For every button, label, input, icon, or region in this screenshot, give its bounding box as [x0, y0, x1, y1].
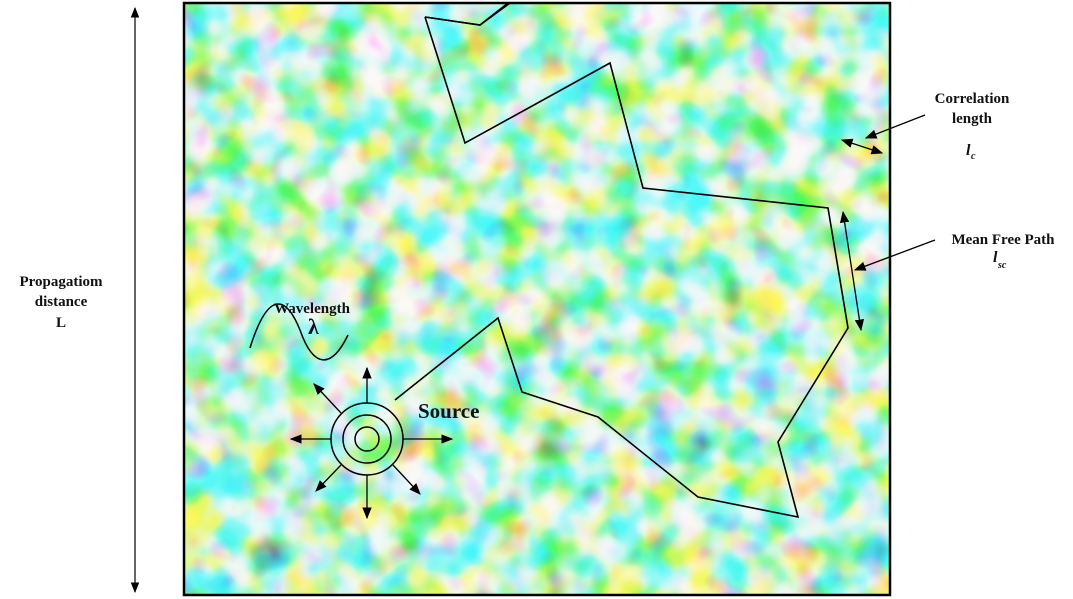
correlation-label-line1: Correlation [935, 91, 1010, 107]
correlation-symbol: l [966, 142, 971, 159]
source-label: Source [418, 399, 479, 423]
propagation-label-line3: L [56, 315, 66, 331]
lambda-symbol: λ [308, 314, 319, 339]
correlation-label-line2: length [952, 111, 993, 127]
scattering-path-top [424, 2, 509, 26]
field-border [182, 1, 892, 597]
random-medium-field [184, 3, 890, 595]
mean-free-path-symbol: l [993, 249, 998, 266]
correlation-pointer [864, 114, 926, 139]
wavelength-label: Wavelength [274, 301, 350, 317]
correlation-length-arrow [840, 138, 884, 155]
mean-free-path-subscript: sc [997, 260, 1007, 271]
correlation-subscript: c [971, 151, 976, 162]
scattering-path-main [394, 16, 849, 519]
wavelength-wave [249, 303, 349, 361]
mean-free-path-arrow [839, 210, 865, 332]
propagation-label-line2: distance [35, 294, 88, 310]
source-rays [289, 366, 454, 520]
mean-free-path-pointer [853, 239, 936, 271]
mean-free-path-label: Mean Free Path [951, 232, 1055, 248]
propagation-label-line1: Propagatiom [19, 274, 103, 290]
